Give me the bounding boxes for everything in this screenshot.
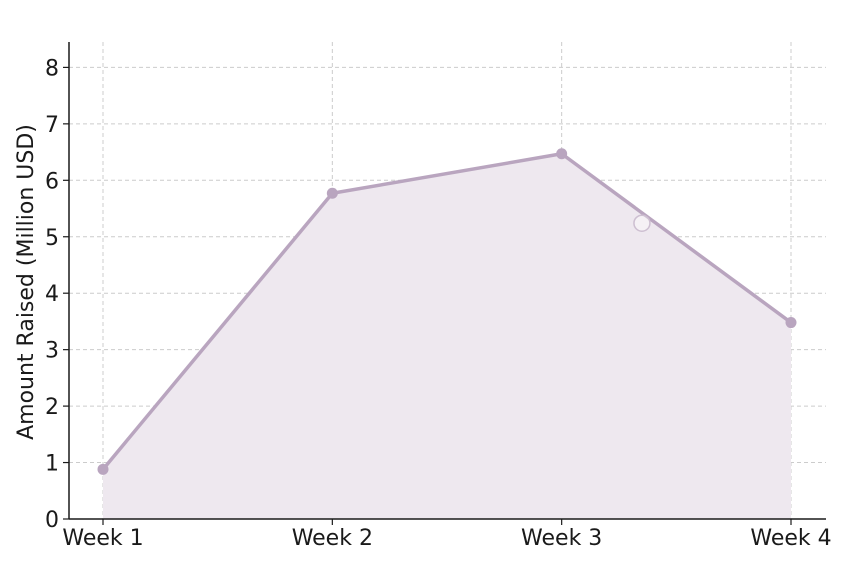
data-point — [97, 463, 109, 475]
data-point — [326, 187, 338, 199]
x-tick-label: Week 4 — [750, 526, 831, 551]
series-line — [101, 152, 793, 471]
y-tick-label: 3 — [45, 339, 59, 364]
data-point — [785, 317, 797, 329]
y-tick-labels: 0 1 2 3 4 5 6 7 8 — [45, 56, 59, 533]
y-tick-label: 2 — [45, 395, 59, 420]
area-fill — [103, 153, 791, 519]
axes — [63, 42, 826, 525]
y-axis-title: Amount Raised (Million USD) — [14, 124, 39, 440]
markers — [97, 148, 797, 475]
x-tick-labels: Week 1 Week 2 Week 3 Week 4 — [62, 526, 831, 551]
y-tick-label: 0 — [45, 508, 59, 533]
x-tick-label: Week 1 — [62, 526, 143, 551]
x-tick-label: Week 2 — [292, 526, 373, 551]
y-tick-label: 1 — [45, 452, 59, 477]
y-tick-label: 5 — [45, 226, 59, 251]
x-tick-label: Week 3 — [521, 526, 602, 551]
y-tick-label: 8 — [45, 56, 59, 81]
y-tick-label: 7 — [45, 113, 59, 138]
annotations — [633, 214, 651, 232]
data-point — [556, 148, 568, 160]
y-tick-label: 6 — [45, 169, 59, 194]
y-tick-label: 4 — [45, 282, 59, 307]
hollow-marker — [633, 214, 651, 232]
